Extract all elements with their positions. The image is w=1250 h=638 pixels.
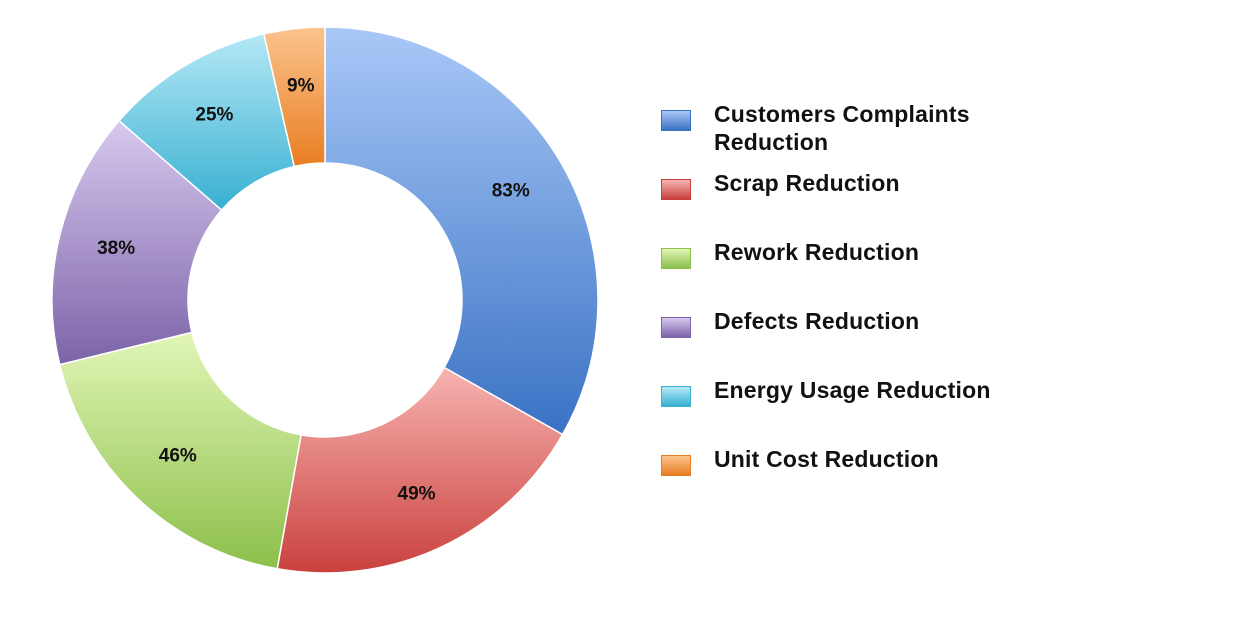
legend-label-energy-usage-reduction: Energy Usage Reduction bbox=[714, 377, 991, 403]
data-label-defects-reduction: 38% bbox=[97, 238, 135, 259]
legend-item-customers-complaints-reduction: Customers Complaints Reduction bbox=[658, 100, 1098, 169]
legend-swatch-defects-reduction bbox=[661, 317, 691, 338]
slice-defects-reduction bbox=[51, 119, 223, 366]
legend: Customers Complaints Reduction Scrap Redu… bbox=[658, 100, 1098, 514]
data-label-unit-cost-reduction: 9% bbox=[287, 75, 315, 96]
legend-swatch-energy-usage-reduction bbox=[661, 386, 691, 407]
slice-unit-cost-reduction bbox=[262, 26, 326, 168]
slice-rework-reduction bbox=[58, 331, 302, 570]
legend-label-customers-complaints-reduction: Customers Complaints Reduction bbox=[714, 101, 970, 155]
donut-chart: 83% 49% 46% 38% 25% 9% bbox=[51, 26, 599, 574]
legend-swatch-customers-complaints-reduction bbox=[661, 110, 691, 131]
legend-item-defects-reduction: Defects Reduction bbox=[658, 307, 1098, 376]
legend-label-scrap-reduction: Scrap Reduction bbox=[714, 170, 900, 196]
slice-customers-complaints-reduction bbox=[324, 26, 599, 436]
data-label-scrap-reduction: 49% bbox=[398, 484, 436, 505]
legend-item-unit-cost-reduction: Unit Cost Reduction bbox=[658, 445, 1098, 514]
legend-swatch-scrap-reduction bbox=[661, 179, 691, 200]
legend-swatch-rework-reduction bbox=[661, 248, 691, 269]
legend-item-rework-reduction: Rework Reduction bbox=[658, 238, 1098, 307]
legend-item-energy-usage-reduction: Energy Usage Reduction bbox=[658, 376, 1098, 445]
legend-label-rework-reduction: Rework Reduction bbox=[714, 239, 920, 265]
data-label-rework-reduction: 46% bbox=[159, 446, 197, 467]
slice-labels: 83% 49% 46% 38% 25% 9% bbox=[97, 75, 530, 504]
donut-slices bbox=[51, 26, 599, 574]
slice-scrap-reduction bbox=[276, 366, 564, 574]
data-label-energy-usage-reduction: 25% bbox=[195, 105, 233, 126]
legend-item-scrap-reduction: Scrap Reduction bbox=[658, 169, 1098, 238]
legend-label-defects-reduction: Defects Reduction bbox=[714, 308, 920, 334]
legend-label-unit-cost-reduction: Unit Cost Reduction bbox=[714, 446, 939, 472]
data-label-customers-complaints-reduction: 83% bbox=[492, 181, 530, 202]
legend-swatch-unit-cost-reduction bbox=[661, 455, 691, 476]
